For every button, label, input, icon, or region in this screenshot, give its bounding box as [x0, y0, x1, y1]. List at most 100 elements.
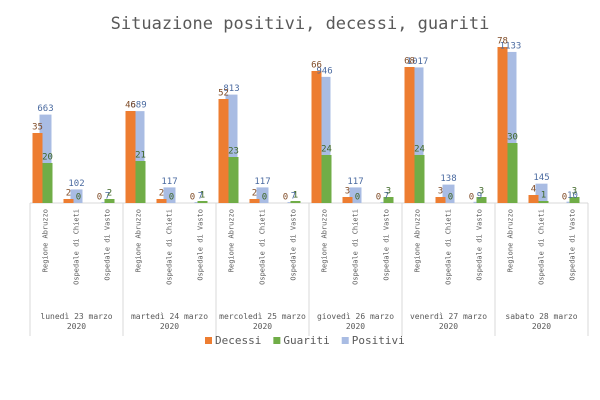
value-label: 21 — [135, 151, 146, 161]
group-label-box: mercoledì 25 marzo 2020 — [219, 312, 306, 331]
legend-swatch — [205, 337, 212, 344]
x-tick-label: Ospedale di Vasto — [290, 209, 298, 281]
group-label: martedì 24 marzo 2020 — [130, 312, 209, 331]
value-label: 0 — [283, 193, 288, 203]
bar — [404, 67, 415, 203]
bar — [528, 195, 539, 203]
value-label: 946 — [316, 66, 332, 76]
bar — [249, 199, 260, 203]
value-label: 138 — [440, 174, 456, 184]
value-label: 3 — [386, 187, 391, 197]
bar — [497, 47, 508, 203]
value-label: 2 — [252, 189, 257, 199]
bar — [311, 71, 322, 203]
x-tick-label: Regione Abruzzo — [228, 209, 236, 272]
value-label: 1 — [293, 191, 298, 201]
value-label: 0 — [355, 193, 360, 203]
x-tick-label: Ospedale di Chieti — [166, 209, 174, 285]
legend-swatch — [273, 337, 281, 344]
x-tick-label: Ospedale di Chieti — [73, 209, 81, 285]
value-label: 0 — [262, 193, 267, 203]
value-label: 689 — [130, 101, 146, 111]
bar — [104, 199, 115, 203]
group-label-box: martedì 24 marzo 2020 — [130, 312, 209, 331]
x-tick-label: Ospedale di Vasto — [569, 209, 577, 281]
value-label: 7 — [198, 192, 203, 202]
value-label: 78 — [497, 37, 508, 47]
bar — [435, 197, 446, 203]
legend-swatch — [341, 337, 349, 344]
value-label: 46 — [125, 101, 136, 111]
x-tick-label: Regione Abruzzo — [42, 209, 50, 272]
bar — [42, 163, 53, 203]
value-label: 2 — [107, 189, 112, 199]
value-label: 7 — [105, 192, 110, 202]
value-label: 3 — [572, 187, 577, 197]
value-label: 7 — [384, 192, 389, 202]
value-label: 24 — [414, 145, 425, 155]
value-label: 2 — [159, 189, 164, 199]
bar — [507, 143, 518, 203]
bar — [569, 197, 580, 203]
group-label: lunedì 23 marzo 2020 — [40, 312, 113, 331]
bar — [197, 201, 208, 203]
x-tick-label: Ospedale di Chieti — [259, 209, 267, 285]
x-tick-label: Regione Abruzzo — [135, 209, 143, 272]
x-tick-label: Ospedale di Vasto — [476, 209, 484, 281]
bar — [538, 201, 549, 203]
group-label: giovedì 26 marzo 2020 — [316, 312, 395, 331]
value-label: 0 — [97, 193, 102, 203]
value-label: 20 — [42, 153, 53, 163]
bar — [125, 111, 136, 203]
x-tick-label: Regione Abruzzo — [414, 209, 422, 272]
value-label: 68 — [404, 57, 415, 67]
bar — [32, 133, 43, 203]
value-label: 663 — [37, 104, 53, 114]
group-label-box: sabato 28 marzo 2020 — [505, 312, 578, 331]
group-label-box: lunedì 23 marzo 2020 — [40, 312, 113, 331]
legend-label: Decessi — [215, 334, 261, 347]
bar — [63, 199, 74, 203]
value-label: 0 — [448, 193, 453, 203]
group-label-box: giovedì 26 marzo 2020 — [316, 312, 395, 331]
group-label-box: venerdì 27 marzo 2020 — [409, 312, 488, 331]
legend-label: Positivi — [352, 334, 405, 347]
value-label: 52 — [218, 89, 229, 99]
group-label: sabato 28 marzo 2020 — [505, 312, 578, 331]
value-label: 9 — [477, 191, 482, 201]
value-label: 1017 — [407, 57, 429, 67]
value-label: 66 — [311, 61, 322, 71]
value-label: 117 — [347, 177, 363, 187]
legend-label: Guariti — [283, 334, 329, 347]
bar — [476, 197, 487, 203]
value-label: 3 — [438, 187, 443, 197]
x-tick-label: Ospedale di Vasto — [197, 209, 205, 281]
bar — [156, 199, 167, 203]
value-label: 0 — [376, 193, 381, 203]
x-tick-label: Ospedale di Chieti — [538, 209, 546, 285]
value-label: 0 — [562, 193, 567, 203]
bar — [290, 201, 301, 203]
bar — [228, 157, 239, 203]
bar — [321, 155, 332, 203]
x-tick-label: Ospedale di Chieti — [352, 209, 360, 285]
group-label: venerdì 27 marzo 2020 — [409, 312, 488, 331]
value-label: 23 — [228, 147, 239, 157]
value-label: 102 — [68, 179, 84, 189]
bar — [342, 197, 353, 203]
x-tick-label: Ospedale di Chieti — [445, 209, 453, 285]
value-label: 117 — [161, 177, 177, 187]
value-label: 0 — [190, 193, 195, 203]
value-label: 4 — [531, 185, 536, 195]
x-tick-label: Regione Abruzzo — [507, 209, 515, 272]
value-label: 117 — [254, 177, 270, 187]
value-label: 0 — [76, 193, 81, 203]
bar — [135, 161, 146, 203]
value-label: 1133 — [500, 41, 522, 51]
chart-title: Situazione positivi, decessi, guariti — [111, 14, 490, 34]
value-label: 2 — [66, 189, 71, 199]
value-label: 7 — [291, 192, 296, 202]
value-label: 145 — [533, 173, 549, 183]
value-label: 0 — [469, 193, 474, 203]
bar — [414, 155, 425, 203]
